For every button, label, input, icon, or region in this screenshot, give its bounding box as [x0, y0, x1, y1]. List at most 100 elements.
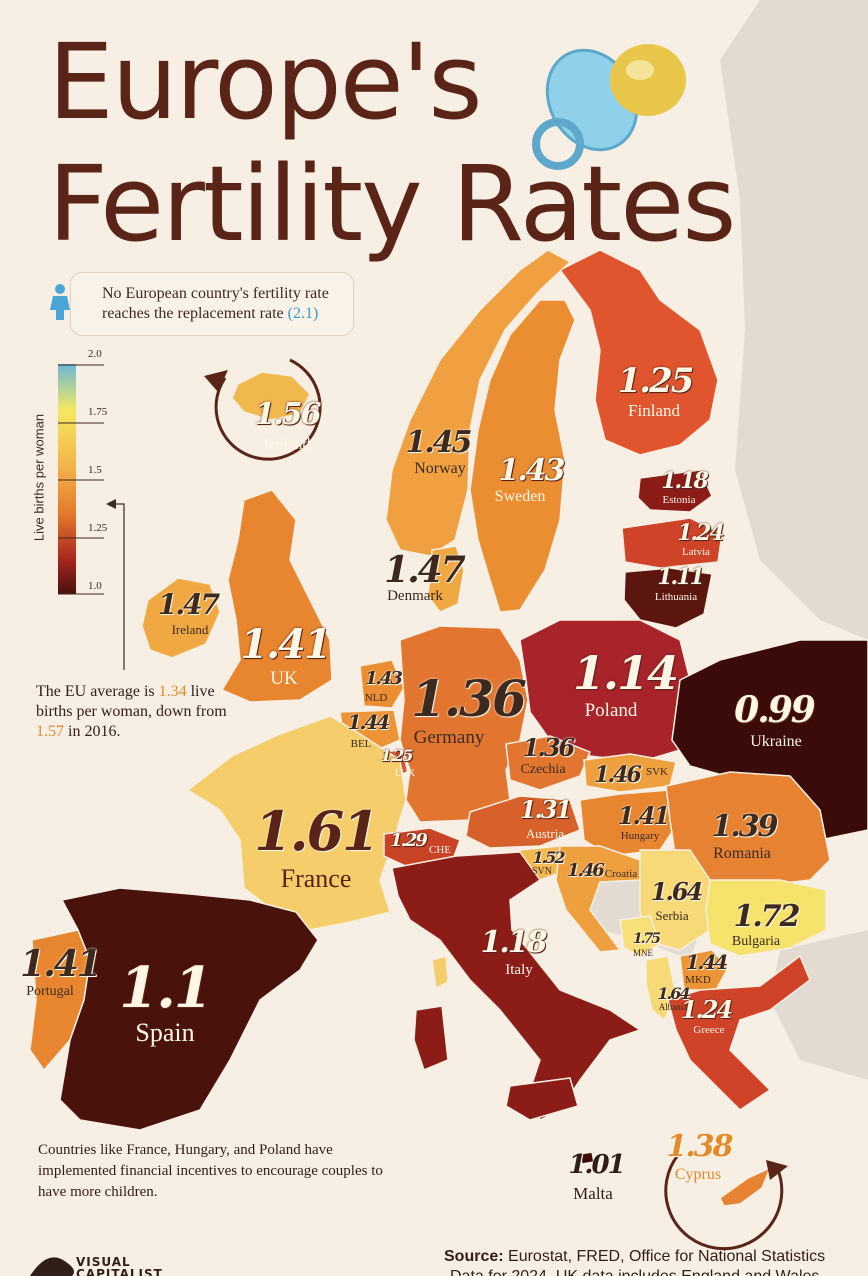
country-shape-mkd [679, 949, 729, 991]
eu-note-prefix: The EU average is [36, 683, 155, 700]
rate-value-cyprus: 1.38 [666, 1129, 733, 1164]
replacement-rate-value: (2.1) [287, 305, 319, 322]
country-name-croatia: Croatia [604, 868, 638, 880]
country-name-svk: SVK [645, 766, 669, 778]
rate-value-iceland: 1.56 [254, 397, 321, 432]
rate-value-ukraine: 0.99 [734, 689, 816, 731]
country-name-poland: Poland [584, 700, 638, 721]
country-name-finland: Finland [628, 401, 680, 420]
rate-value-norway: 1.45 [405, 425, 472, 460]
replacement-note-prefix: reaches the replacement rate [102, 305, 284, 322]
countries-layer [29, 249, 868, 1207]
title-line-1: Europe's [48, 21, 482, 143]
island-shape-italy [505, 1077, 579, 1121]
country-shape-hungary [579, 789, 681, 857]
visual-capitalist-logo [30, 1257, 74, 1276]
legend-gradient [58, 364, 76, 594]
rate-value-ireland: 1.47 [157, 588, 220, 621]
country-name-france: France [280, 864, 352, 893]
rate-value-lux: 1.25 [380, 746, 414, 765]
rate-value-czechia: 1.36 [522, 733, 575, 762]
country-name-czechia: Czechia [520, 762, 566, 777]
rate-value-mne: 1.75 [632, 931, 661, 947]
rate-value-mkd: 1.44 [685, 950, 729, 974]
country-name-bel: BEL [350, 738, 372, 750]
country-name-hungary: Hungary [620, 830, 660, 842]
eu-note-mid: live births per woman, [36, 683, 215, 720]
country-name-mne: MNE [633, 948, 653, 958]
rate-value-denmark: 1.47 [384, 549, 466, 591]
country-shape-romania [665, 771, 831, 887]
country-name-bulgaria: Bulgaria [731, 934, 781, 949]
eu-note-suffix: in 2016. [68, 723, 121, 740]
cyprus-arrow-head [766, 1160, 788, 1180]
country-shape-estonia [637, 469, 713, 513]
country-name-sweden: Sweden [494, 488, 546, 505]
country-name-greece: Greece [693, 1024, 725, 1036]
eu-average-note: The EU average is 1.34 live births per w… [36, 682, 236, 742]
country-shape-iceland [231, 371, 311, 421]
legend-title: Live births per woman [31, 413, 47, 542]
country-name-svn: SVN [531, 866, 553, 877]
rate-value-malta: 1.01 [568, 1150, 625, 1180]
rate-value-hungary: 1.41 [617, 801, 670, 830]
country-shape-bulgaria [705, 879, 827, 957]
country-name-iceland: Iceland [263, 436, 311, 453]
eu-average-pointer [112, 503, 125, 670]
country-shape-nld [359, 659, 405, 709]
replacement-note-line-2: reaches the replacement rate (2.1) [102, 304, 352, 324]
source-text: Eurostat, FRED, Office for National Stat… [508, 1248, 826, 1265]
rate-value-svk: 1.46 [594, 762, 642, 788]
country-shape-serbia [639, 849, 711, 951]
incentives-note: Countries like France, Hungary, and Pola… [38, 1142, 383, 1200]
rate-value-bel: 1.44 [347, 710, 391, 734]
eu-note-from: down from [155, 703, 227, 720]
country-name-portugal: Portugal [26, 984, 74, 999]
legend-tick: 1.5 [88, 464, 102, 476]
country-shape-greece [667, 954, 811, 1111]
cyprus-circle-arrow [664, 1154, 784, 1251]
country-name-latvia: Latvia [681, 546, 711, 558]
country-shape-austria [465, 795, 581, 849]
replacement-note-box [70, 272, 354, 336]
country-name-cyprus: Cyprus [674, 1166, 722, 1183]
country-shape-finland [558, 249, 719, 456]
country-name-estonia: Estonia [662, 494, 696, 506]
brand-wordmark: VISUAL CAPITALIST [76, 1256, 163, 1276]
brand-line-2: CAPITALIST [76, 1267, 163, 1276]
source-line: Source: Eurostat, FRED, Office for Natio… [444, 1248, 825, 1266]
country-shape-sweden [469, 299, 576, 613]
country-shape-ireland [141, 577, 221, 659]
rate-value-romania: 1.39 [711, 809, 778, 844]
rate-value-che: 1.29 [390, 830, 428, 851]
iceland-circle-arrow [214, 358, 322, 461]
country-shape-norway [385, 249, 572, 557]
country-shape-uk [220, 489, 333, 703]
rate-value-serbia: 1.64 [650, 877, 703, 906]
rate-value-bulgaria: 1.72 [733, 899, 800, 934]
background-land-turkey [770, 930, 868, 1080]
country-name-malta: Malta [573, 1184, 613, 1203]
legend-tick-lines [58, 364, 104, 595]
country-name-mkd: MKD [685, 974, 711, 986]
country-name-nld: NLD [364, 692, 388, 704]
rate-value-estonia: 1.18 [661, 468, 709, 494]
rate-value-lithuania: 1.11 [657, 564, 705, 590]
rate-value-finland: 1.25 [617, 361, 695, 401]
country-name-romania: Romania [713, 845, 771, 862]
legend-tick: 1.0 [88, 580, 102, 592]
country-name-austria: Austria [525, 826, 565, 841]
island-shape-france [431, 955, 449, 990]
background-land [720, 0, 868, 640]
country-name-lux: LUX [394, 768, 416, 779]
rate-value-svn: 1.52 [532, 848, 566, 867]
rate-value-poland: 1.14 [572, 646, 679, 700]
country-name-serbia: Serbia [655, 908, 689, 923]
country-shape-denmark [427, 545, 465, 613]
replacement-note: No European country's fertility rate rea… [102, 284, 352, 324]
rate-value-sweden: 1.43 [498, 453, 565, 488]
pacifier-icon [532, 44, 686, 170]
country-name-germany: Germany [413, 727, 485, 748]
country-name-ukraine: Ukraine [750, 733, 802, 750]
country-name-albania: Albania [658, 1002, 688, 1012]
